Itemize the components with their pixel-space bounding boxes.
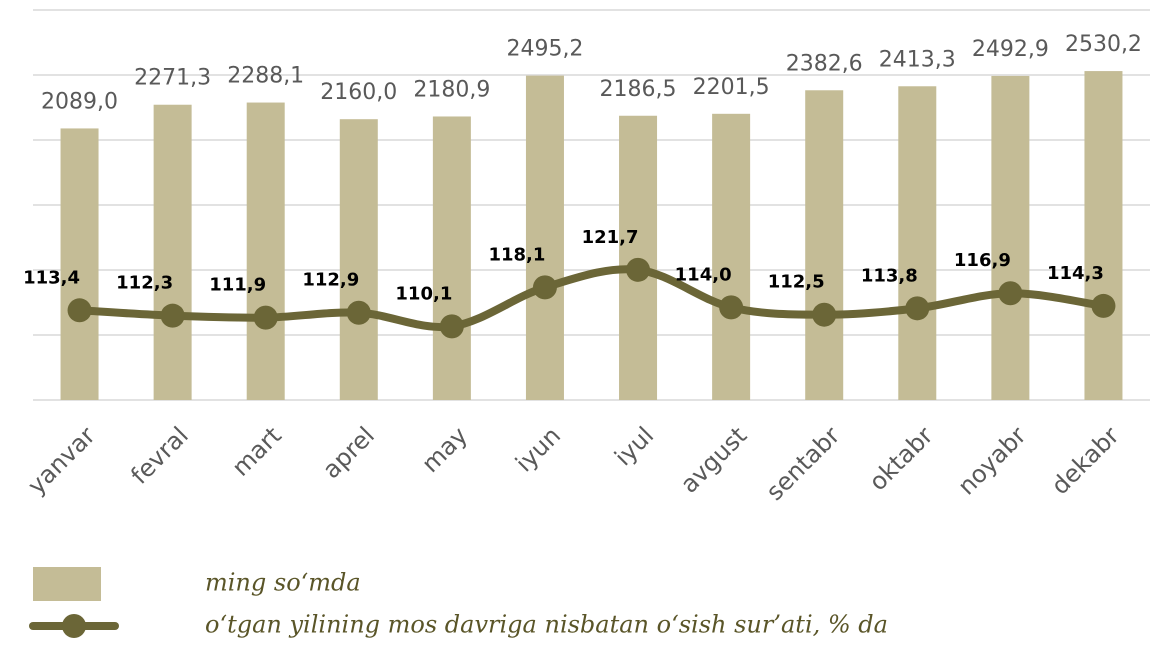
line-marker bbox=[67, 298, 92, 323]
x-tick-label: yanvar bbox=[22, 421, 101, 500]
line-marker bbox=[532, 275, 557, 300]
line-value-label: 113,8 bbox=[861, 265, 918, 286]
bar-value-label: 2160,0 bbox=[320, 80, 397, 105]
bar-value-label: 2495,2 bbox=[506, 37, 583, 62]
line-marker bbox=[812, 302, 837, 327]
x-tick-label: sentabr bbox=[761, 421, 846, 506]
bar-value-label: 2288,1 bbox=[227, 64, 304, 89]
line-marker bbox=[1091, 293, 1116, 318]
bar bbox=[153, 104, 192, 400]
line-marker bbox=[439, 314, 464, 339]
line-marker bbox=[346, 300, 371, 325]
line-value-label: 112,9 bbox=[302, 270, 359, 291]
line-marker bbox=[998, 281, 1023, 306]
x-tick-label: iyun bbox=[510, 421, 566, 477]
bar-value-label: 2413,3 bbox=[879, 47, 956, 72]
bar-value-label: 2089,0 bbox=[41, 89, 118, 114]
x-tick-label: dekabr bbox=[1046, 421, 1125, 500]
bar bbox=[339, 119, 378, 400]
bar bbox=[432, 116, 471, 400]
bar-value-label: 2180,9 bbox=[413, 77, 490, 102]
bar-value-label: 2201,5 bbox=[693, 75, 770, 100]
x-tick-label: oktabr bbox=[864, 421, 939, 496]
bar bbox=[805, 90, 844, 401]
line-value-label: 111,9 bbox=[209, 275, 266, 296]
line-marker bbox=[905, 296, 930, 321]
bar-value-label: 2271,3 bbox=[134, 66, 211, 91]
line-value-label: 118,1 bbox=[488, 244, 545, 265]
legend-marker bbox=[62, 614, 86, 638]
bar bbox=[246, 102, 285, 400]
line-value-label: 114,3 bbox=[1047, 263, 1104, 284]
bar bbox=[1084, 71, 1123, 400]
line-value-label: 112,3 bbox=[116, 273, 173, 294]
bar-value-label: 2492,9 bbox=[972, 37, 1049, 62]
x-tick-label: may bbox=[416, 421, 473, 478]
line-marker bbox=[719, 295, 744, 320]
x-tick-label: aprel bbox=[317, 421, 380, 484]
line-value-label: 110,1 bbox=[395, 283, 452, 304]
x-tick-label: iyul bbox=[609, 421, 659, 471]
x-tick-label: avgust bbox=[675, 421, 752, 498]
bar bbox=[991, 75, 1030, 400]
x-tick-label: mart bbox=[227, 421, 287, 481]
bar bbox=[60, 128, 99, 400]
x-tick-label: fevral bbox=[125, 421, 193, 489]
bar-value-label: 2530,2 bbox=[1065, 32, 1142, 57]
x-tick-label: noyabr bbox=[952, 421, 1031, 500]
legend-label: o‘tgan yilining mos davriga nisbatan o‘s… bbox=[205, 611, 888, 639]
legend-swatch bbox=[33, 567, 101, 601]
bar bbox=[712, 113, 751, 401]
line-marker bbox=[626, 257, 651, 282]
bar-value-label: 2382,6 bbox=[786, 51, 863, 76]
bar-value-label: 2186,5 bbox=[600, 77, 677, 102]
bar bbox=[898, 86, 937, 400]
line-marker bbox=[253, 305, 278, 330]
line-value-label: 114,0 bbox=[675, 264, 732, 285]
line-value-label: 113,4 bbox=[23, 267, 80, 288]
line-value-label: 116,9 bbox=[954, 250, 1011, 271]
legend-label: ming so‘mda bbox=[205, 569, 361, 597]
line-marker bbox=[160, 303, 185, 328]
bar bbox=[525, 75, 564, 401]
line-value-label: 112,5 bbox=[768, 272, 825, 293]
line-value-label: 121,7 bbox=[582, 227, 639, 248]
